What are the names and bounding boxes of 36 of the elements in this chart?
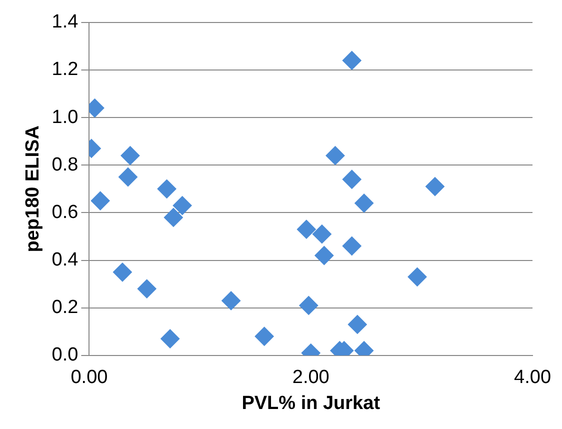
point: [348, 314, 367, 334]
point: [312, 224, 332, 244]
point: [342, 50, 362, 70]
x-tick-label: 0.00: [70, 367, 108, 388]
y-tick-label: 0.2: [52, 297, 78, 318]
point: [222, 291, 241, 310]
y-tick-label: 0.4: [52, 249, 79, 270]
x-axis-title: PVL% in Jurkat: [242, 392, 381, 414]
point: [118, 168, 138, 187]
point: [296, 220, 316, 239]
y-tick-label: 1.4: [52, 12, 79, 33]
point: [172, 196, 192, 216]
point: [254, 326, 274, 346]
point: [314, 246, 334, 265]
point: [354, 194, 374, 213]
y-tick-label: 0.6: [52, 202, 78, 223]
point: [164, 208, 183, 227]
point: [408, 267, 427, 286]
point: [120, 146, 140, 166]
point: [90, 191, 110, 210]
x-tick-label: 2.00: [292, 367, 330, 388]
point: [342, 236, 362, 256]
point: [326, 146, 345, 166]
y-tick-label: 0.8: [52, 154, 78, 176]
point: [157, 179, 176, 198]
y-axis-title: pep180 ELISA: [22, 125, 44, 252]
y-tick-label: 0.0: [52, 344, 78, 366]
point: [137, 279, 156, 298]
point: [160, 329, 180, 348]
point: [425, 177, 444, 196]
point: [342, 170, 362, 189]
point: [112, 262, 132, 282]
point: [299, 296, 318, 315]
y-tick-label: 1.2: [52, 59, 78, 80]
y-tick-label: 1.0: [52, 106, 78, 128]
x-tick-label: 4.00: [514, 367, 551, 388]
